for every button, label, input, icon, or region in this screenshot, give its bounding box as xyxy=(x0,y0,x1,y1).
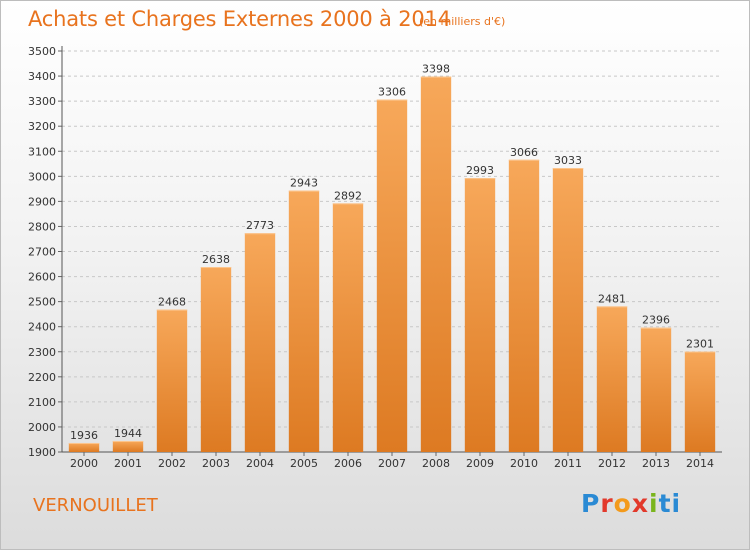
y-tick-label: 3400 xyxy=(28,70,56,83)
y-tick-label: 3500 xyxy=(28,45,56,58)
value-label-2007: 3306 xyxy=(378,86,406,99)
bar-2012 xyxy=(596,306,628,452)
x-tick-label-2014: 2014 xyxy=(686,457,714,470)
proxiti-logo: Proxiti xyxy=(581,489,682,518)
value-label-2005: 2943 xyxy=(290,177,318,190)
y-tick-label: 3200 xyxy=(28,120,56,133)
value-label-2000: 1936 xyxy=(70,429,98,442)
x-tick-label-2011: 2011 xyxy=(554,457,582,470)
value-label-2002: 2468 xyxy=(158,296,186,309)
bar-2002 xyxy=(156,309,188,452)
bar-2006 xyxy=(332,203,364,452)
y-tick-label: 2900 xyxy=(28,195,56,208)
x-tick-label-2007: 2007 xyxy=(378,457,406,470)
x-tick-label-2002: 2002 xyxy=(158,457,186,470)
x-tick-label-2003: 2003 xyxy=(202,457,230,470)
y-tick-label: 2500 xyxy=(28,296,56,309)
value-label-2011: 3033 xyxy=(554,154,582,167)
bar-2013 xyxy=(640,327,672,452)
x-tick-label-2004: 2004 xyxy=(246,457,274,470)
y-tick-label: 2200 xyxy=(28,371,56,384)
y-tick-label: 2800 xyxy=(28,220,56,233)
value-label-2006: 2892 xyxy=(334,189,362,202)
value-label-2001: 1944 xyxy=(114,427,142,440)
value-label-2003: 2638 xyxy=(202,253,230,266)
value-label-2004: 2773 xyxy=(246,219,274,232)
value-label-2012: 2481 xyxy=(598,292,626,305)
bar-2011 xyxy=(552,168,584,452)
value-label-2009: 2993 xyxy=(466,164,494,177)
x-tick-label-2005: 2005 xyxy=(290,457,318,470)
y-tick-label: 3300 xyxy=(28,95,56,108)
bar-2000 xyxy=(68,442,100,452)
y-tick-label: 2700 xyxy=(28,246,56,259)
x-tick-label-2000: 2000 xyxy=(70,457,98,470)
x-tick-label-2010: 2010 xyxy=(510,457,538,470)
y-tick-label: 3100 xyxy=(28,145,56,158)
y-tick-label: 1900 xyxy=(28,446,56,459)
y-tick-label: 2400 xyxy=(28,321,56,334)
bar-2008 xyxy=(420,76,452,452)
bar-2001 xyxy=(112,440,144,452)
x-tick-label-2009: 2009 xyxy=(466,457,494,470)
y-tick-label: 2300 xyxy=(28,346,56,359)
y-tick-label: 2600 xyxy=(28,271,56,284)
y-tick-label: 2100 xyxy=(28,396,56,409)
city-name: VERNOUILLET xyxy=(33,495,158,516)
x-tick-label-2008: 2008 xyxy=(422,457,450,470)
value-label-2010: 3066 xyxy=(510,146,538,159)
bar-2007 xyxy=(376,99,408,452)
chart-title: Achats et Charges Externes 2000 à 2014 xyxy=(28,7,451,31)
x-tick-label-2013: 2013 xyxy=(642,457,670,470)
y-tick-label: 2000 xyxy=(28,421,56,434)
bar-2009 xyxy=(464,178,496,452)
value-label-2014: 2301 xyxy=(686,337,714,350)
x-tick-label-2001: 2001 xyxy=(114,457,142,470)
x-tick-label-2006: 2006 xyxy=(334,457,362,470)
x-tick-label-2012: 2012 xyxy=(598,457,626,470)
chart-subtitle: (en milliers d'€) xyxy=(419,15,506,28)
bar-2004 xyxy=(244,233,276,452)
y-tick-label: 3000 xyxy=(28,170,56,183)
value-label-2008: 3398 xyxy=(422,63,450,76)
bar-2003 xyxy=(200,267,232,452)
value-label-2013: 2396 xyxy=(642,314,670,327)
bar-2005 xyxy=(288,190,320,452)
bar-2014 xyxy=(684,351,716,452)
bar-2010 xyxy=(508,159,540,453)
